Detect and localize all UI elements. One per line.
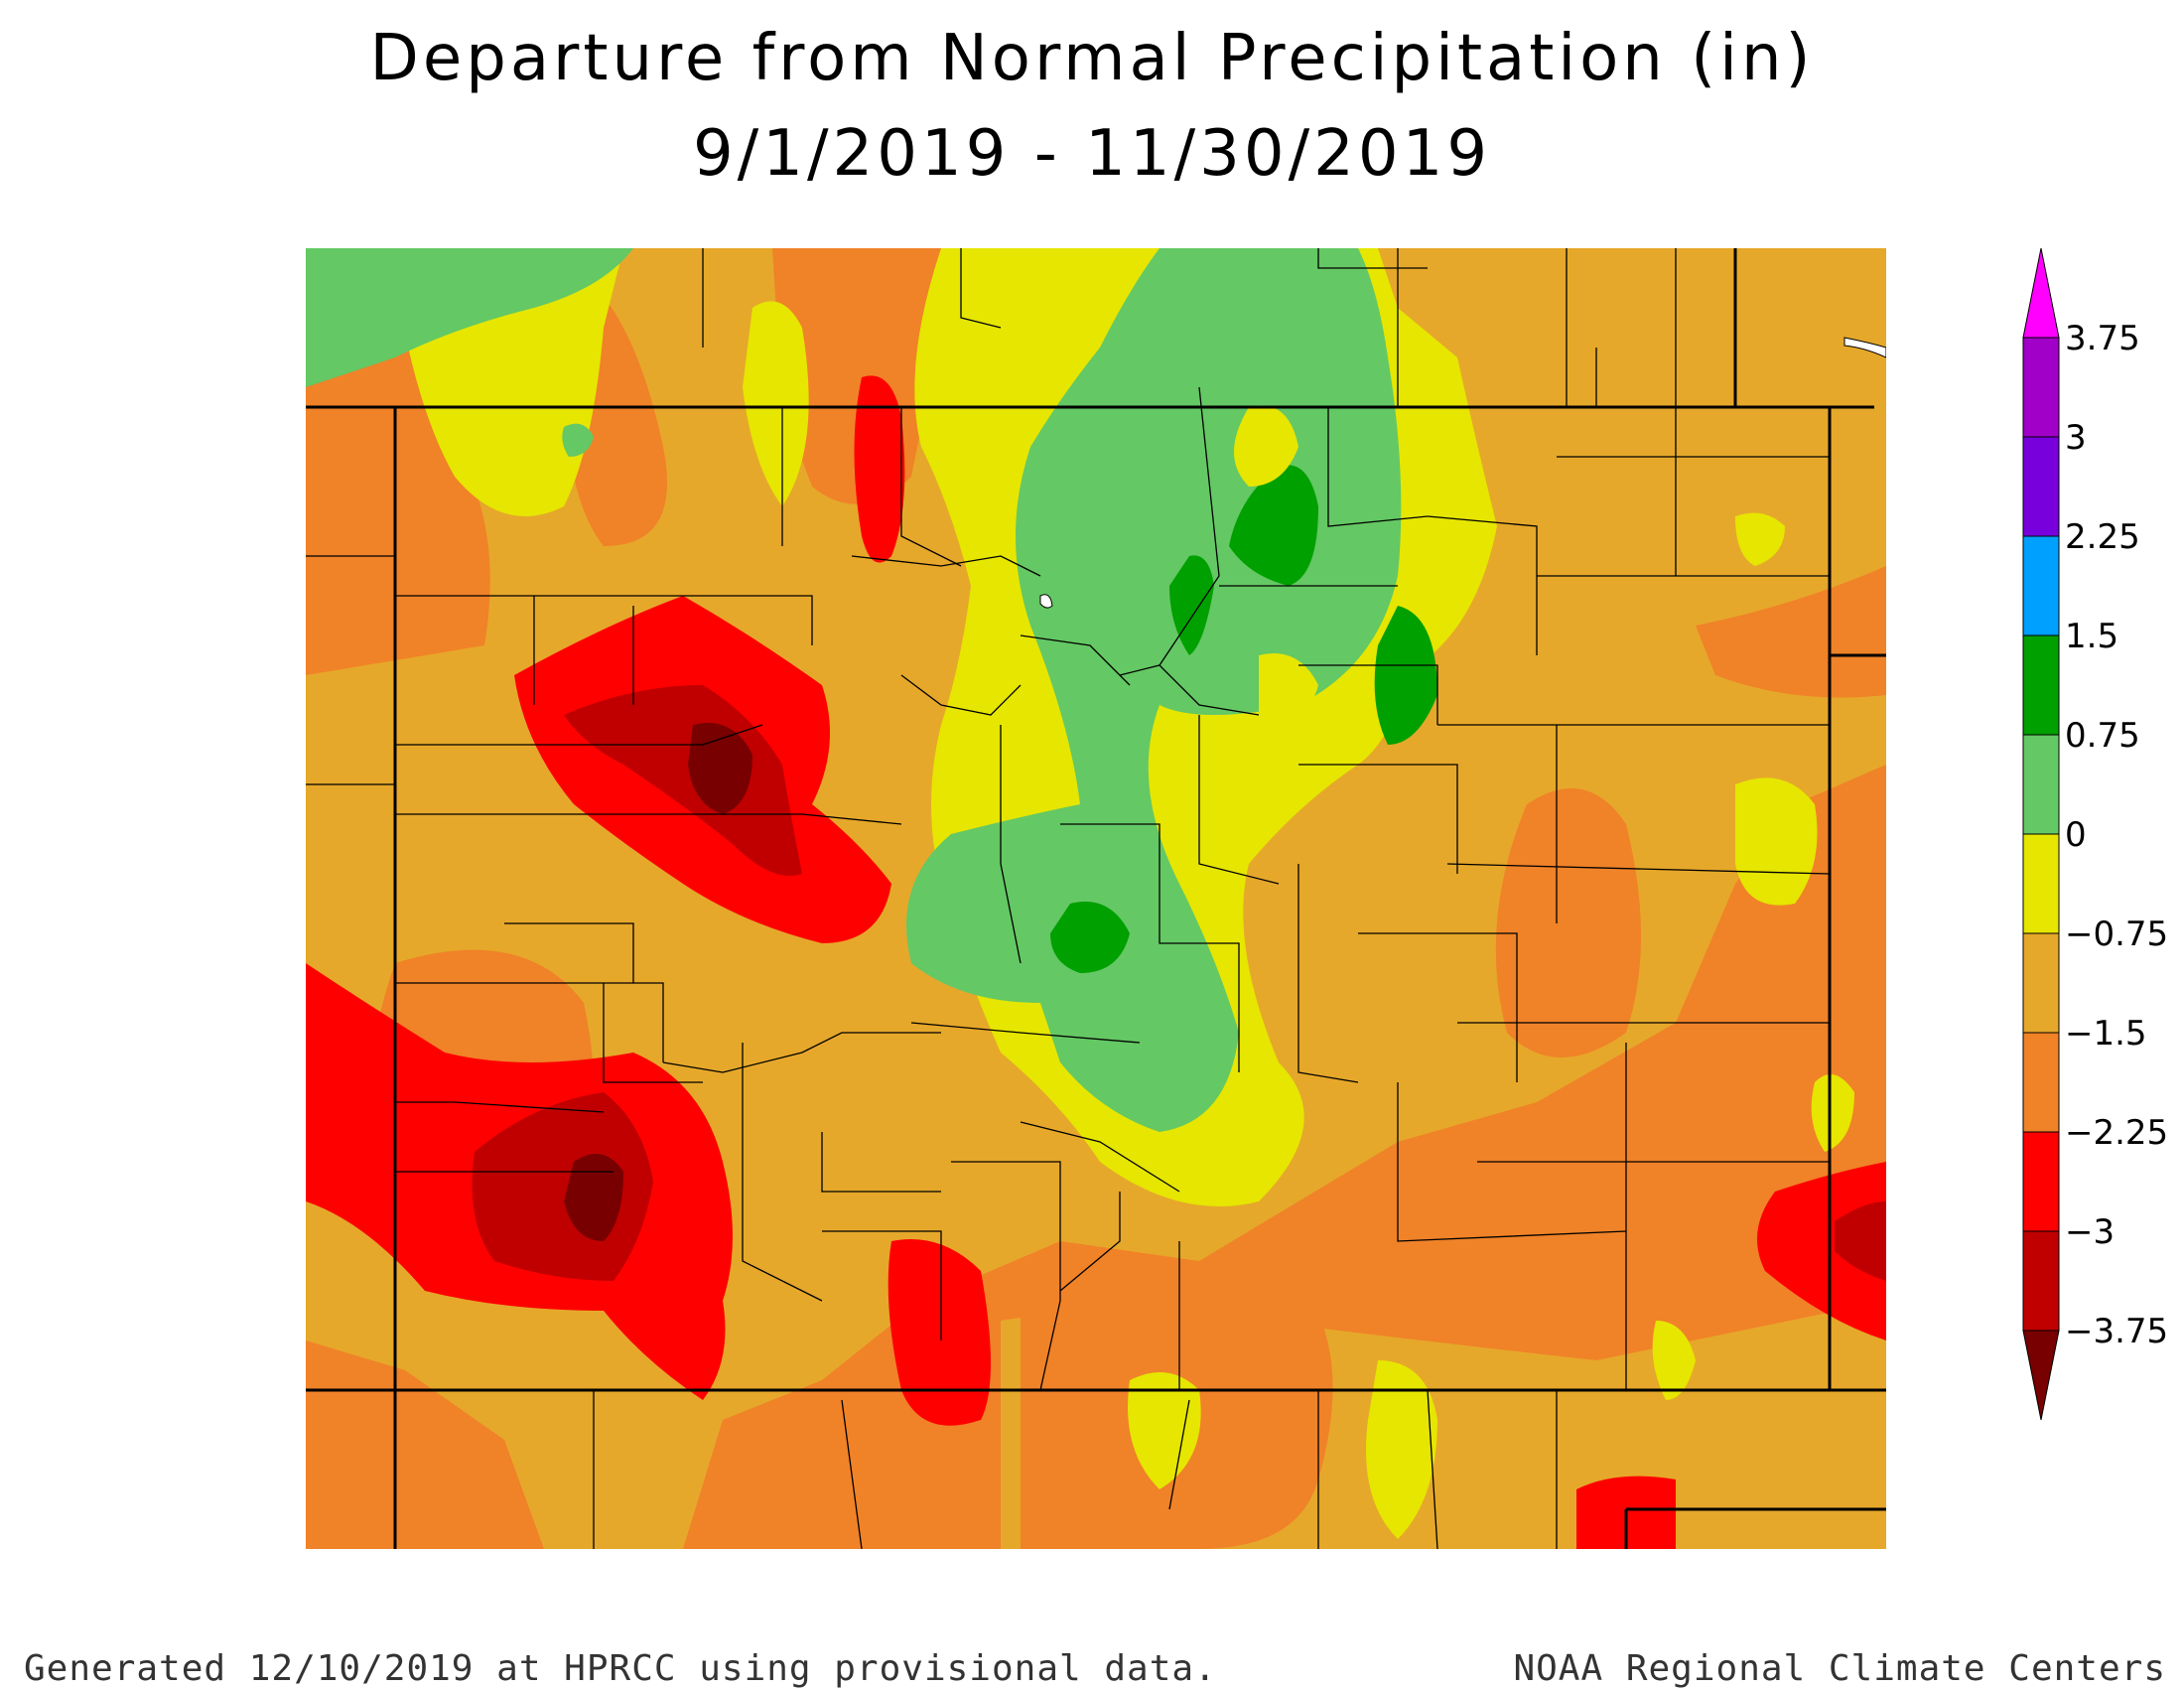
zone-darkgreen-3 [1374,606,1437,745]
zone-orange-ne [1696,566,1886,698]
legend-swatch [2022,734,2060,835]
zone-yellow-s1 [1128,1372,1201,1489]
zone-darkgreen-4 [1050,902,1130,973]
legend-swatch [2022,337,2060,438]
legend-swatch [2022,436,2060,537]
zone-orange-east [1495,788,1641,1057]
map-date-range: 9/1/2019 - 11/30/2019 [692,117,1492,191]
legend-swatch [2022,535,2060,636]
zone-darkred-nw [564,685,802,876]
river-shape [1843,337,1886,358]
legend-label: 3 [2065,418,2087,458]
zone-yellow-ne [1735,777,1818,906]
source-credit: NOAA Regional Climate Centers [1513,1648,2166,1689]
legend-swatch [2022,1230,2060,1332]
zone-darkred-se [1835,1201,1886,1281]
legend-swatch [2022,1131,2060,1232]
zone-yellow-s2 [1366,1360,1437,1539]
precipitation-departure-map [306,248,1886,1549]
zone-yellow-e1 [1735,512,1785,566]
zone-darkestred-sw [564,1154,623,1241]
legend-swatch [2022,932,2060,1034]
zone-yellow-inner [1234,405,1298,487]
legend-label: 0 [2065,815,2087,855]
map-title: Departure from Normal Precipitation (in) [369,22,1815,95]
zone-red-se [1757,1162,1886,1340]
zone-green-small [562,423,594,457]
zone-darkestred-nw [688,723,752,814]
legend-swatch [2022,1032,2060,1133]
zone-darkgreen-1 [1229,465,1318,586]
legend-label: 3.75 [2065,319,2140,358]
zone-yellow-s3 [1652,1321,1696,1400]
zone-yellow-nw2 [743,301,809,506]
county-lines [306,248,1831,1549]
zone-darkgreen-2 [1169,555,1214,655]
zone-yellow-inner2 [1259,653,1318,717]
generated-note: Generated 12/10/2019 at HPRCC using prov… [24,1648,1217,1689]
legend-label: −0.75 [2065,915,2168,954]
legend-swatch [2022,634,2060,736]
legend-swatch-bottom [2022,1330,2060,1421]
color-scale-legend: 3.75 3 2.25 1.5 0.75 0 −0.75 −1.5 −2.25 −3 −3.75 [2022,247,2168,1421]
legend-label: 0.75 [2065,716,2140,756]
legend-label: 2.25 [2065,517,2140,557]
legend-label: 1.5 [2065,617,2118,656]
legend-label: −2.25 [2065,1113,2168,1153]
lake-shape [1039,594,1053,609]
legend-swatch-top [2022,247,2060,339]
zone-red-s [887,1239,991,1426]
legend-label: −1.5 [2065,1014,2147,1054]
legend-swatch [2022,833,2060,934]
zone-red-n [854,375,905,563]
legend-label: −3.75 [2065,1312,2168,1351]
state-boundaries [306,248,1886,1549]
zone-green-nw [306,248,633,387]
zone-yellow-e2 [1811,1074,1854,1152]
legend-label: −3 [2065,1212,2115,1252]
